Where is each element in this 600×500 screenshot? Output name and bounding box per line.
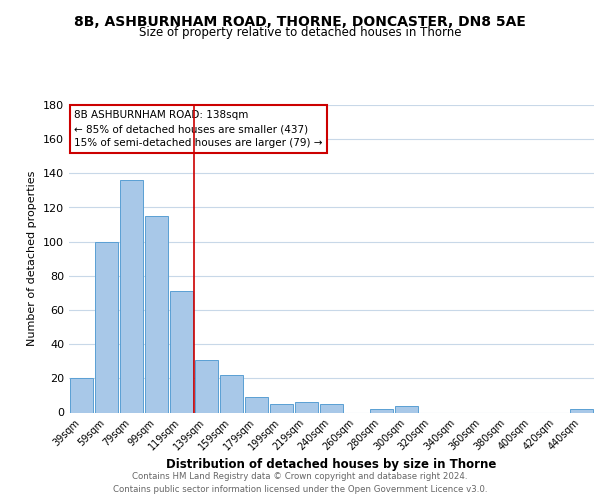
Text: 8B ASHBURNHAM ROAD: 138sqm
← 85% of detached houses are smaller (437)
15% of sem: 8B ASHBURNHAM ROAD: 138sqm ← 85% of deta… [74,110,323,148]
Bar [269,404,293,412]
Text: Contains HM Land Registry data © Crown copyright and database right 2024.: Contains HM Land Registry data © Crown c… [132,472,468,481]
Bar [220,375,244,412]
Text: Contains public sector information licensed under the Open Government Licence v3: Contains public sector information licen… [113,485,487,494]
Bar [145,216,169,412]
Bar [95,242,118,412]
Bar [370,409,394,412]
Bar [569,409,593,412]
Bar [395,406,418,412]
Text: 8B, ASHBURNHAM ROAD, THORNE, DONCASTER, DN8 5AE: 8B, ASHBURNHAM ROAD, THORNE, DONCASTER, … [74,15,526,29]
Bar [119,180,143,412]
Bar [194,360,218,412]
X-axis label: Distribution of detached houses by size in Thorne: Distribution of detached houses by size … [166,458,497,470]
Bar [70,378,94,412]
Text: Size of property relative to detached houses in Thorne: Size of property relative to detached ho… [139,26,461,39]
Bar [295,402,319,412]
Bar [320,404,343,412]
Y-axis label: Number of detached properties: Number of detached properties [28,171,37,346]
Bar [170,291,193,412]
Bar [245,397,268,412]
